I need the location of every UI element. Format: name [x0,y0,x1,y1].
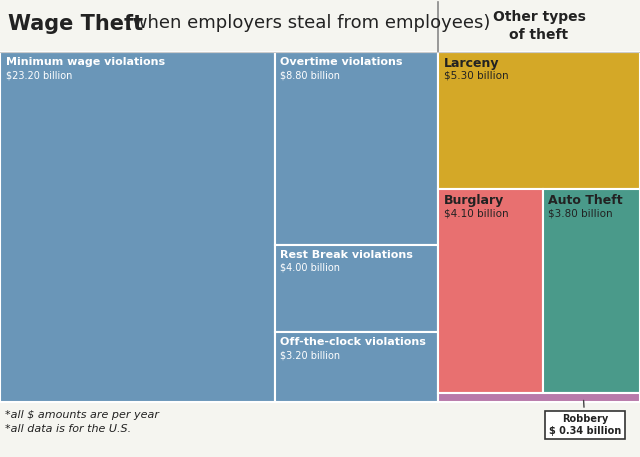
Text: $4.10 billion: $4.10 billion [444,208,509,218]
Text: $5.30 billion: $5.30 billion [444,71,509,81]
Bar [438,52,640,189]
Text: Robbery
$ 0.34 billion: Robbery $ 0.34 billion [549,400,621,436]
Text: Minimum wage violations: Minimum wage violations [6,57,165,67]
Text: Wage Theft: Wage Theft [8,14,143,34]
Text: Off-the-clock violations: Off-the-clock violations [280,337,426,347]
Text: Larceny: Larceny [444,57,499,70]
Text: Overtime violations: Overtime violations [280,57,403,67]
Text: Burglary: Burglary [444,194,504,207]
Text: Rest Break violations: Rest Break violations [280,250,413,260]
Bar [438,189,543,393]
Text: (when employers steal from employees): (when employers steal from employees) [120,14,490,32]
Text: $3.80 billion: $3.80 billion [548,208,612,218]
Bar [275,332,438,402]
Text: $4.00 billion: $4.00 billion [280,262,340,272]
Bar [543,189,640,393]
Text: *all $ amounts are per year: *all $ amounts are per year [5,410,159,420]
Bar [275,52,438,244]
Bar [275,244,438,332]
Bar [0,52,275,402]
Text: $23.20 billion: $23.20 billion [6,70,72,80]
Text: *all data is for the U.S.: *all data is for the U.S. [5,424,131,434]
Text: $3.20 billion: $3.20 billion [280,350,340,360]
Text: Auto Theft: Auto Theft [548,194,623,207]
Bar [0,0,640,52]
Text: $8.80 billion: $8.80 billion [280,70,340,80]
Text: Other types
of theft: Other types of theft [493,10,586,43]
Bar [438,393,640,402]
